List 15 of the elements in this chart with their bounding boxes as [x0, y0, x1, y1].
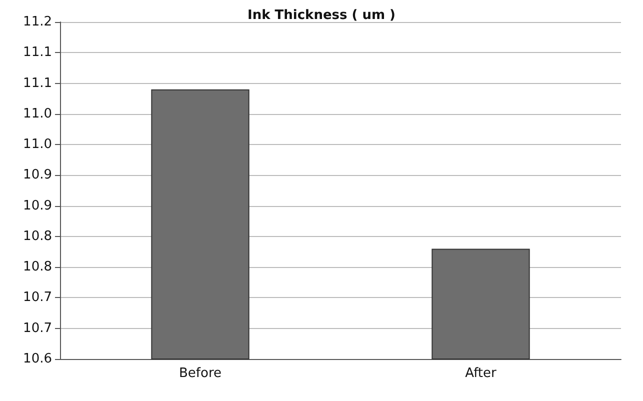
y-tick-label: 11.0 — [23, 106, 52, 122]
y-tick-label: 10.9 — [23, 168, 52, 183]
y-tick-label: 10.8 — [23, 228, 52, 244]
y-tick-label: 11.1 — [23, 76, 52, 91]
y-tick-label: 10.7 — [23, 320, 52, 336]
y-tick-label: 11.2 — [23, 14, 52, 30]
y-tick-label: 10.8 — [23, 260, 52, 275]
y-tick-label: 11.0 — [23, 137, 52, 152]
x-tick-label: Before — [178, 366, 222, 381]
x-tick-label: After — [465, 366, 498, 381]
y-tick-label: 11.1 — [23, 45, 52, 60]
y-tick-label: 10.7 — [23, 290, 52, 306]
chart-title: Ink Thickness ( um ) — [247, 8, 396, 23]
y-tick-label: 10.9 — [23, 198, 52, 214]
y-tick-label: 10.6 — [23, 352, 52, 366]
